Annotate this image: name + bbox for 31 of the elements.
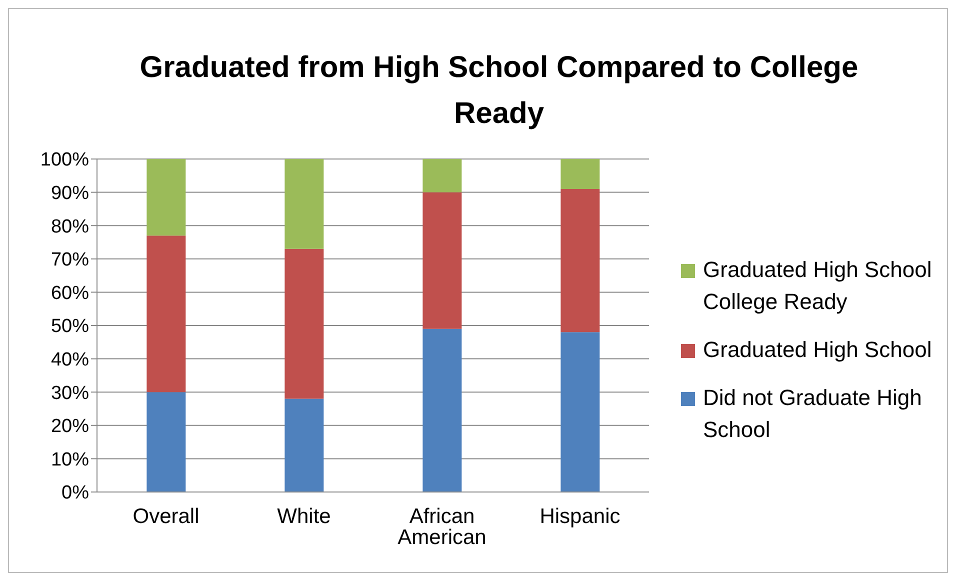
y-tick-label: 70% — [50, 250, 90, 271]
bar — [146, 236, 186, 392]
legend-label: Graduated High School College Ready — [703, 256, 933, 316]
y-tick-label: 10% — [50, 449, 90, 470]
y-tick-label: 30% — [50, 382, 90, 404]
y-tick-label: 50% — [50, 316, 90, 338]
x-tick-label: Overall — [132, 504, 200, 528]
bar — [284, 159, 324, 249]
bar — [422, 159, 462, 192]
bar — [284, 398, 324, 492]
x-tick-label: African American — [398, 504, 486, 549]
legend-label: Did not Graduate High School — [703, 384, 923, 444]
bar — [146, 159, 186, 236]
bar — [422, 192, 462, 329]
y-tick-label: 20% — [50, 416, 90, 438]
bar — [560, 188, 600, 332]
bar — [422, 328, 462, 492]
y-tick-label: 60% — [50, 282, 90, 304]
y-tick-label: 90% — [50, 183, 90, 204]
bar — [560, 332, 600, 492]
chart-title: Graduated from High School Compared to College Ready — [139, 50, 859, 132]
bar — [284, 248, 324, 399]
bar — [146, 392, 186, 492]
x-tick-label: Hispanic — [540, 504, 620, 528]
bar — [560, 159, 600, 189]
y-tick-label: 0% — [62, 482, 90, 504]
y-tick-label: 40% — [50, 350, 90, 371]
y-tick-label: 80% — [50, 216, 90, 238]
x-tick-label: White — [277, 504, 331, 528]
y-tick-label: 100% — [40, 150, 90, 171]
legend-label: Graduated High School — [703, 336, 932, 364]
